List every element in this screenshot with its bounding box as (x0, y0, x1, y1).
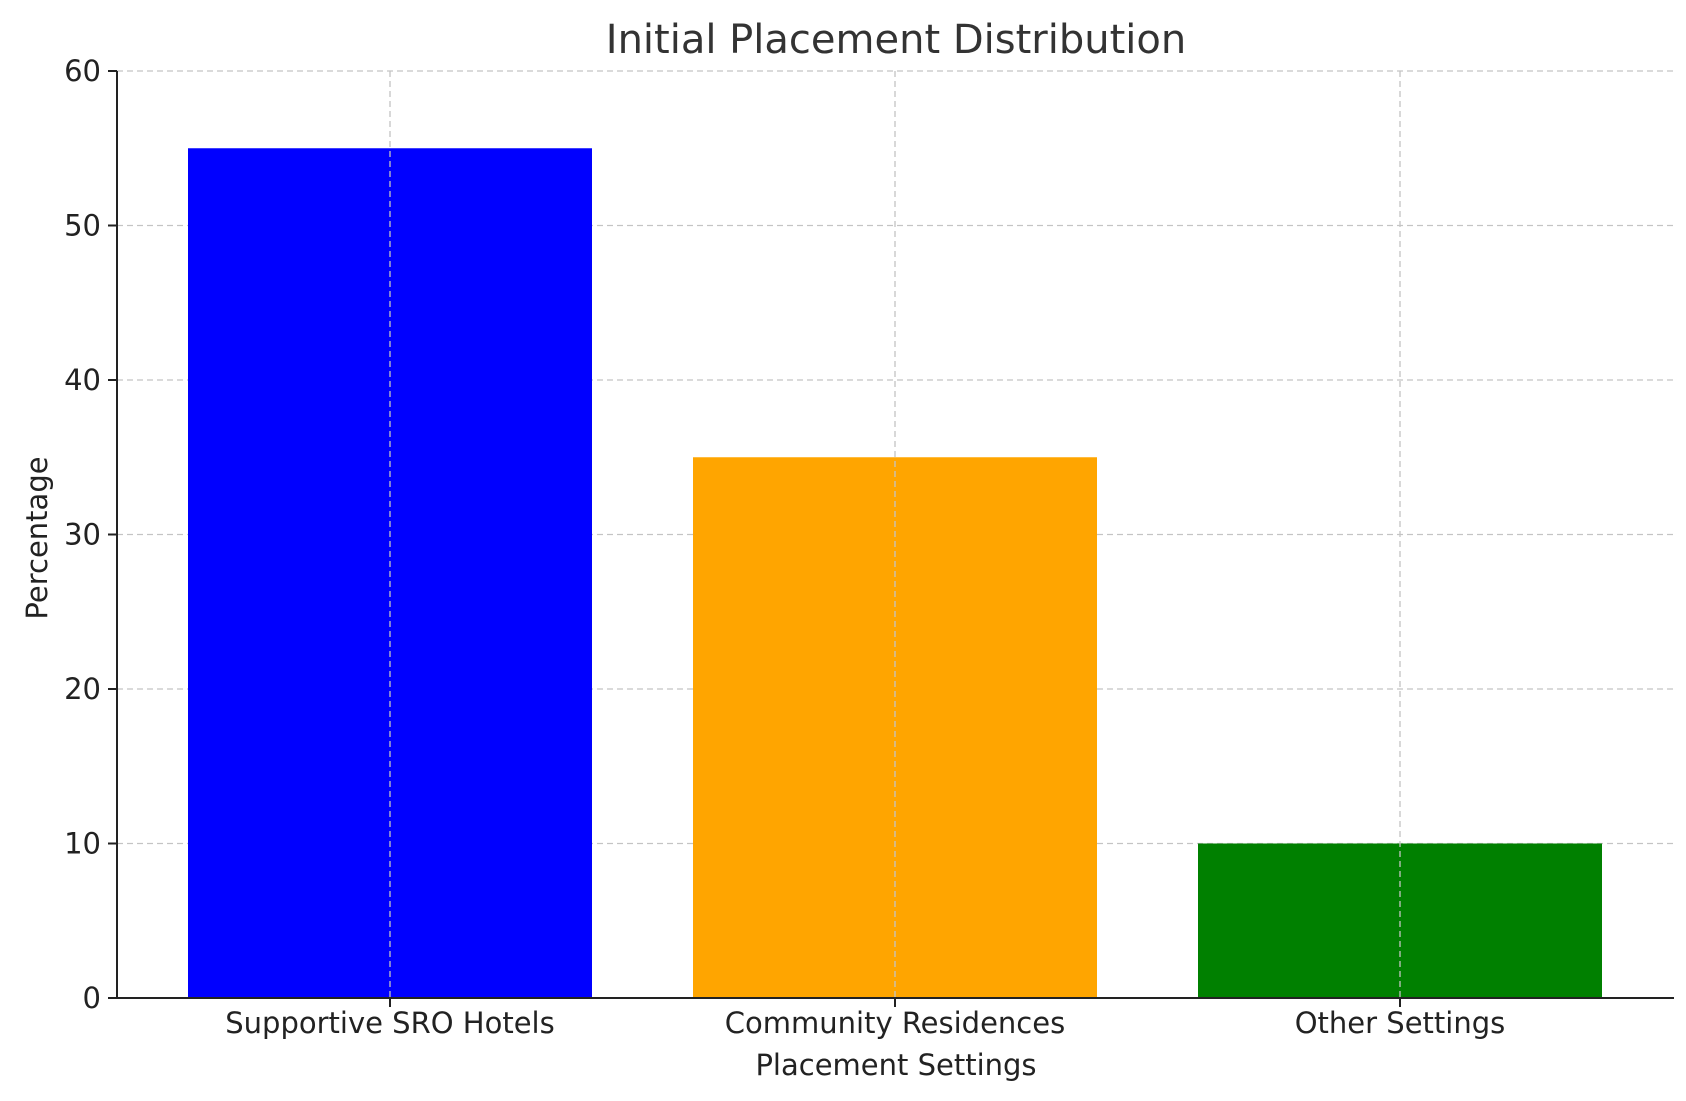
y-tick-label: 10 (64, 827, 101, 861)
x-axis-label: Placement Settings (755, 1048, 1036, 1082)
x-tick-label: Community Residences (725, 1006, 1065, 1040)
tick-labels: 0 10 20 30 40 50 60 Supportive SRO Hotels Commun… (64, 54, 1505, 1040)
bar (693, 457, 1097, 998)
y-tick-label: 50 (64, 209, 101, 243)
x-tick-label: Other Settings (1295, 1006, 1506, 1040)
y-tick-label: 20 (64, 672, 101, 706)
x-tick-label: Supportive SRO Hotels (225, 1006, 554, 1040)
vertical-grid (389, 71, 1401, 998)
y-tick-label: 60 (64, 54, 101, 88)
y-tick-label: 30 (64, 518, 101, 552)
y-axis-label: Percentage (20, 456, 54, 619)
y-tick-label: 40 (64, 363, 101, 397)
chart-title: Initial Placement Distribution (606, 17, 1186, 63)
y-tick-label: 0 (83, 981, 101, 1015)
axes (108, 70, 1674, 1007)
